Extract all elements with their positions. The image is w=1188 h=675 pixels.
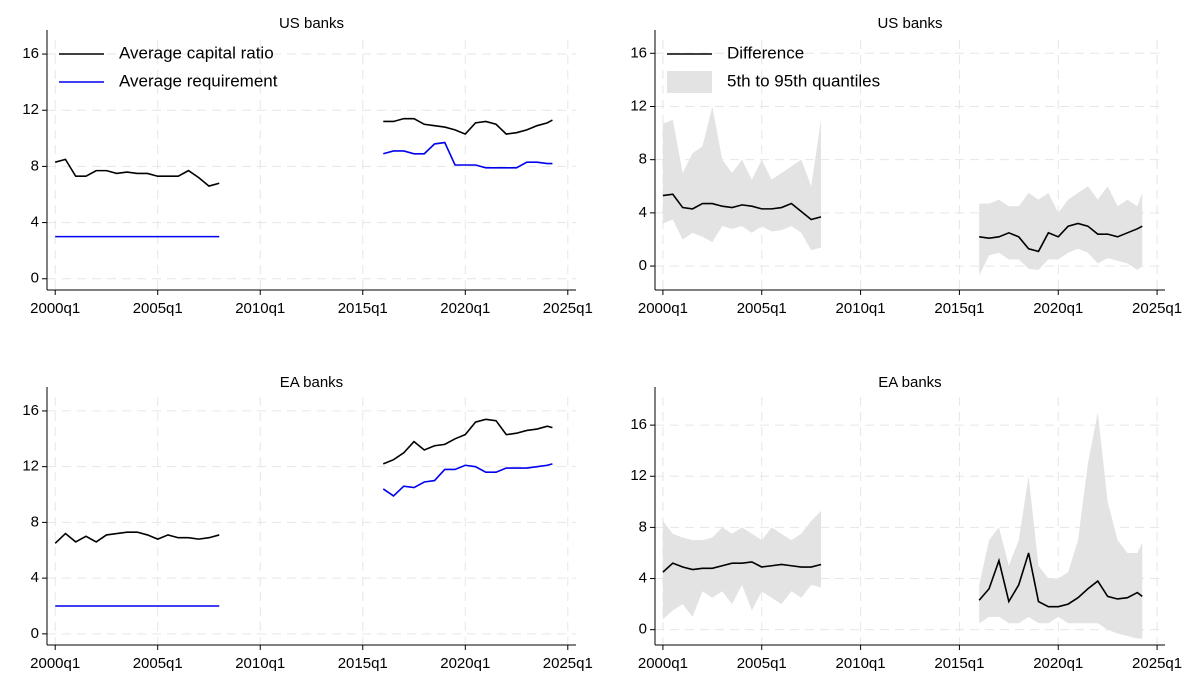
x-tick-label: 2010q1 [235,300,285,317]
x-tick-label: 2025q1 [543,300,593,317]
y-tick-label: 16 [22,402,39,419]
series-line [662,193,1143,253]
y-tick-label: 4 [31,569,39,586]
x-tick-label: 2010q1 [235,655,285,672]
y-tick-label: 16 [630,44,647,61]
legend-label: Average requirement [119,71,278,90]
x-tick-label: 2005q1 [133,300,183,317]
series-line [55,141,553,238]
x-tick-label: 2005q1 [737,655,787,672]
legend-label: 5th to 95th quantiles [727,71,880,90]
y-tick-label: 0 [31,270,39,287]
x-tick-label: 2015q1 [934,655,984,672]
x-tick-label: 2020q1 [1033,300,1083,317]
y-tick-label: 4 [639,569,647,586]
panel: EA banks 0 4 8 12 16 2000q1 2005q1 2010q1 2015q1 2… [22,374,593,672]
panel-title: US banks [279,15,344,32]
x-tick-label: 2005q1 [133,655,183,672]
legend-swatch [667,71,712,93]
panel-title: EA banks [280,374,343,391]
x-tick-label: 2025q1 [1132,300,1182,317]
quantile-band [662,106,1143,276]
series-line [55,463,553,607]
panel: US banks 0 4 8 12 16 2000q1 2005q1 2010q1 2015q1 2… [630,15,1182,317]
y-tick-label: 8 [31,157,39,174]
y-tick-label: 16 [630,416,647,433]
panel: US banks 0 4 8 12 16 2000q1 2005q1 2010q1 2015q1 2… [22,15,593,317]
x-tick-label: 2020q1 [1033,655,1083,672]
panel: EA banks 0 4 8 12 16 2000q1 2005q1 2010q1 2015q1 2… [630,374,1182,672]
x-tick-label: 2015q1 [338,655,388,672]
y-tick-label: 8 [639,151,647,168]
y-tick-label: 12 [630,97,647,114]
x-tick-label: 2020q1 [440,300,490,317]
y-tick-label: 16 [22,45,39,62]
y-tick-label: 8 [31,513,39,530]
series-line [54,418,553,544]
y-tick-label: 4 [31,214,39,231]
x-tick-label: 2010q1 [836,655,886,672]
x-tick-label: 2005q1 [737,300,787,317]
legend-label: Difference [727,43,804,62]
y-tick-label: 0 [31,625,39,642]
x-tick-label: 2010q1 [836,300,886,317]
y-tick-label: 0 [639,257,647,274]
y-tick-label: 4 [639,204,647,221]
x-tick-label: 2000q1 [638,300,688,317]
x-tick-label: 2000q1 [30,655,80,672]
x-tick-label: 2025q1 [543,655,593,672]
y-tick-label: 12 [630,467,647,484]
y-tick-label: 12 [22,458,39,475]
x-tick-label: 2000q1 [30,300,80,317]
quantile-band [662,412,1143,639]
legend-label: Average capital ratio [119,43,274,62]
x-tick-label: 2015q1 [338,300,388,317]
series-line [662,552,1143,608]
panel-title: US banks [877,15,942,32]
x-tick-label: 2000q1 [638,655,688,672]
x-tick-label: 2015q1 [934,300,984,317]
series-line [54,117,553,187]
x-tick-label: 2025q1 [1132,655,1182,672]
y-tick-label: 8 [639,518,647,535]
panel-title: EA banks [878,374,941,391]
y-tick-label: 12 [22,101,39,118]
y-tick-label: 0 [639,621,647,638]
x-tick-label: 2020q1 [440,655,490,672]
